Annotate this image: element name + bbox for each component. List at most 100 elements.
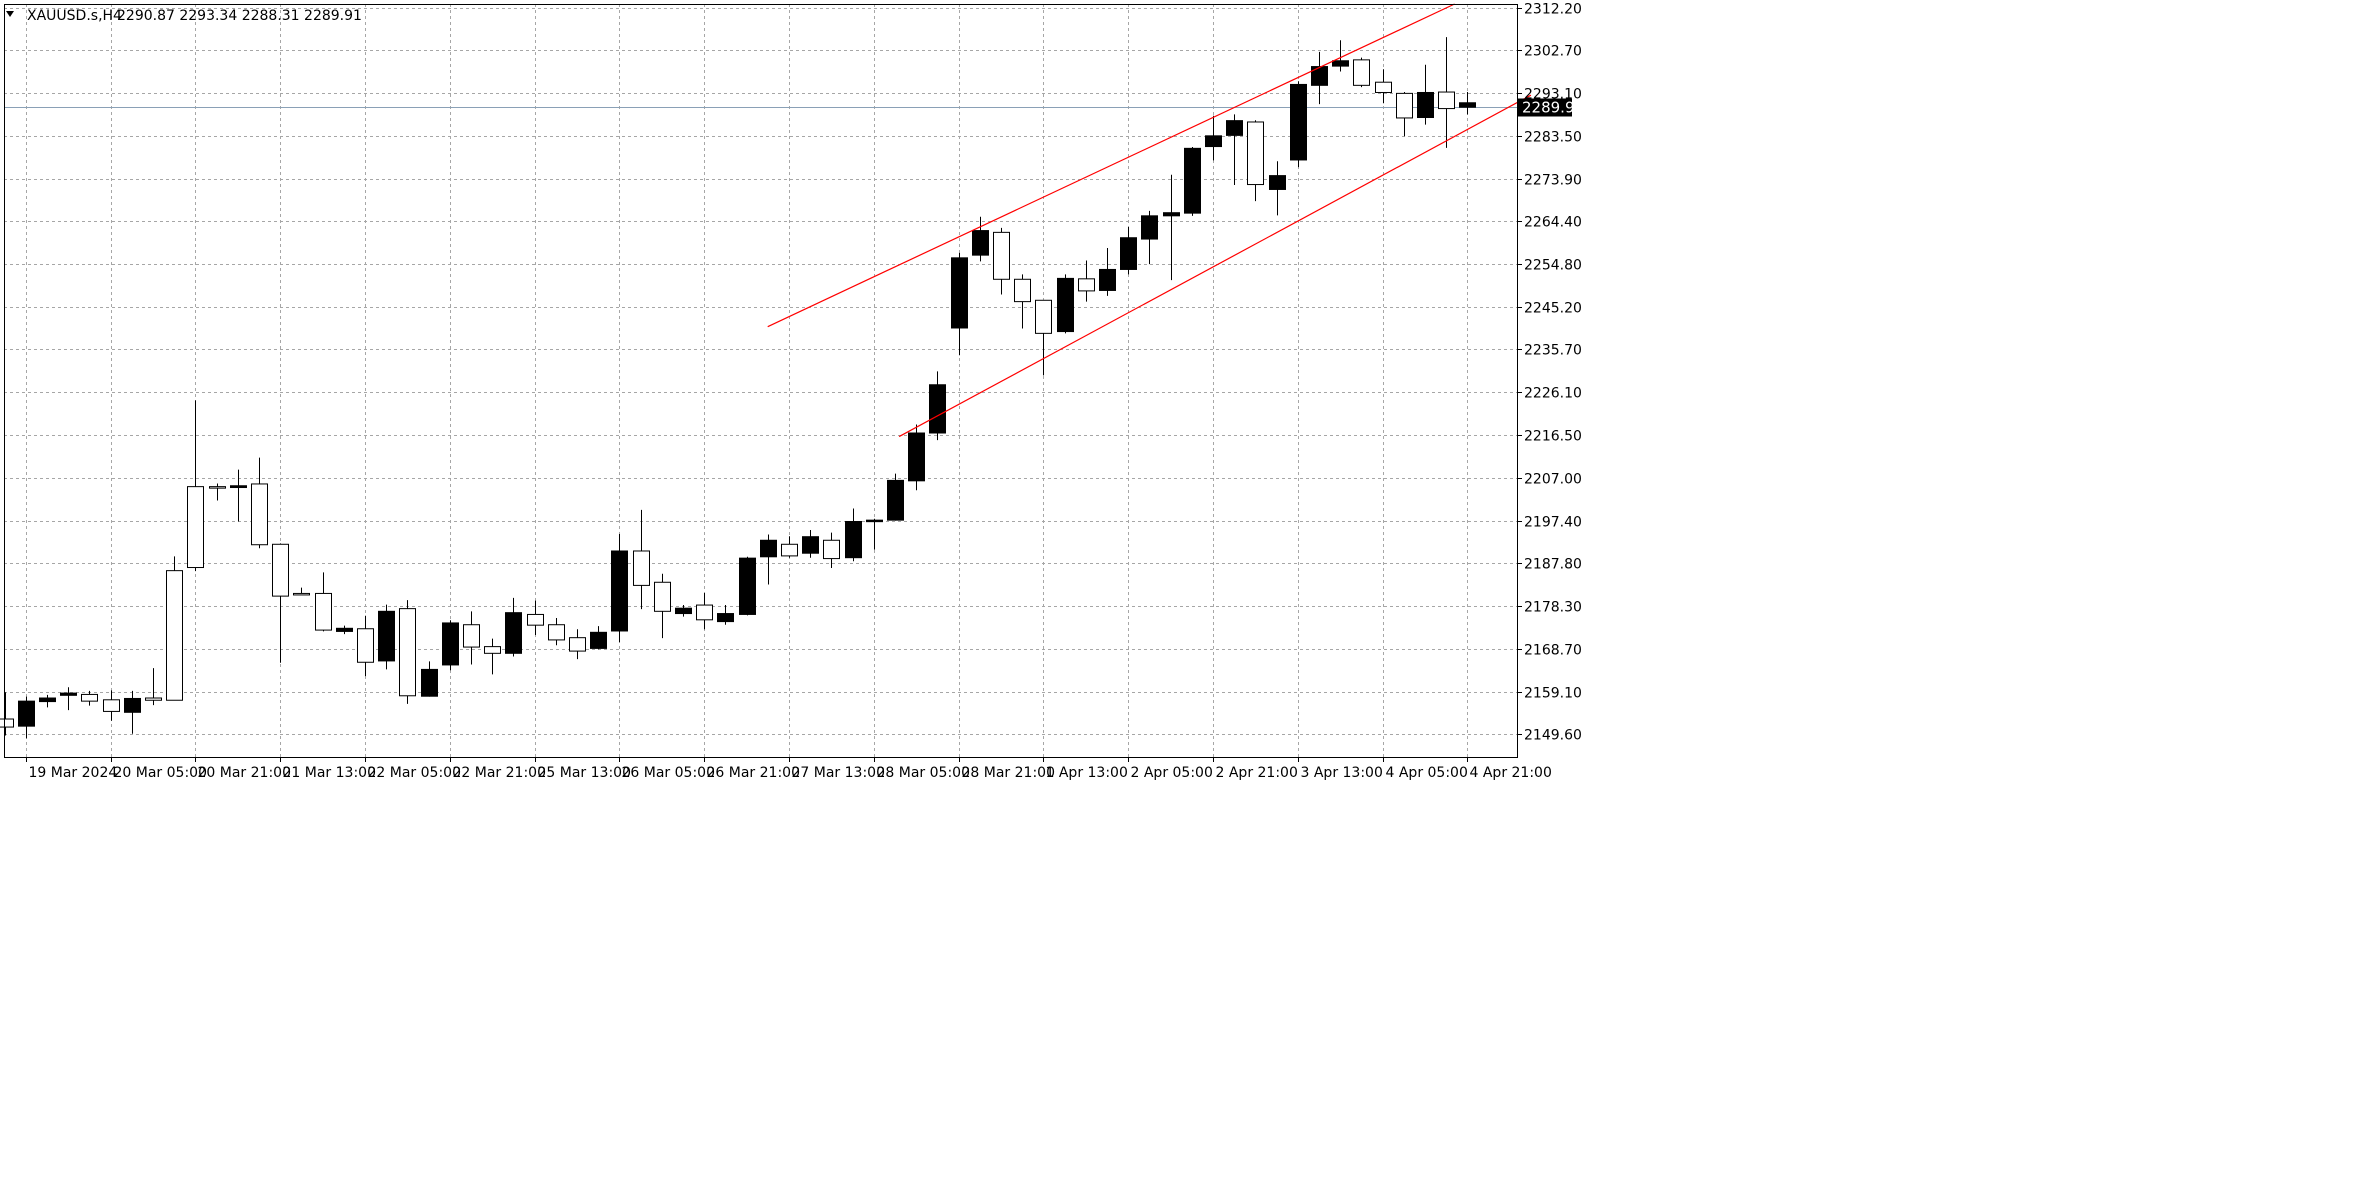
- candle-body-bull: [187, 486, 204, 569]
- candle-body-bull: [1078, 278, 1095, 292]
- candle-body-bull: [463, 624, 480, 648]
- candle: [1120, 226, 1137, 275]
- candle-body-bull: [484, 646, 501, 654]
- x-tick-label: 27 Mar 13:00: [792, 765, 885, 781]
- candle-body-bear: [1290, 83, 1307, 161]
- candle-body-bull: [0, 718, 14, 728]
- candle: [739, 556, 756, 616]
- x-tick-label: 1 Apr 13:00: [1046, 765, 1128, 781]
- candle: [866, 518, 883, 550]
- trendline[interactable]: [767, 3, 1455, 328]
- candle: [315, 572, 332, 632]
- y-tick-label: 2216.50: [1524, 429, 1582, 445]
- x-tick-label: 19 Mar 2024: [29, 765, 118, 781]
- candle-body-bear: [866, 519, 883, 523]
- candle-body-bull: [1035, 299, 1052, 334]
- y-tick-label: 2235.70: [1524, 343, 1582, 359]
- candle-body-bull: [209, 486, 226, 489]
- candle-body-bear: [760, 539, 777, 558]
- candle: [908, 424, 925, 491]
- candle: [590, 626, 607, 650]
- candle-body-bear: [717, 613, 734, 623]
- candle-body-bear: [802, 536, 819, 554]
- candle: [1184, 147, 1201, 216]
- x-tick-label: 4 Apr 21:00: [1470, 765, 1552, 781]
- trendline[interactable]: [898, 94, 1532, 438]
- candle: [654, 573, 671, 639]
- candle: [442, 620, 459, 671]
- candle-body-bull: [399, 608, 416, 697]
- candle-body-bear: [1184, 147, 1201, 214]
- candle: [781, 536, 798, 558]
- candle-body-bull: [633, 550, 650, 586]
- candle-body-bull: [315, 592, 332, 631]
- candle: [633, 509, 650, 610]
- price-axis[interactable]: 2312.202302.702293.102283.502273.902264.…: [1517, 2, 1582, 744]
- candle-body-bear: [1226, 120, 1243, 136]
- candle: [103, 690, 120, 721]
- candle: [887, 473, 904, 521]
- candle-body-bear: [590, 631, 607, 649]
- x-tick-label: 26 Mar 21:00: [707, 765, 800, 781]
- x-tick-label: 28 Mar 05:00: [877, 765, 970, 781]
- y-tick-label: 2245.20: [1524, 301, 1582, 317]
- candle-body-bull: [1375, 81, 1392, 93]
- candle-body-bull: [993, 231, 1010, 280]
- candle: [1099, 247, 1116, 296]
- y-tick-label: 2264.40: [1524, 215, 1582, 231]
- y-tick-label: 2149.60: [1524, 728, 1582, 744]
- candle-body-bull: [293, 592, 310, 596]
- y-tick-label: 2178.30: [1524, 600, 1582, 616]
- candle: [717, 605, 734, 625]
- candle: [1269, 161, 1286, 216]
- candle-body-bull: [823, 539, 840, 560]
- candle: [124, 690, 141, 734]
- candle: [39, 694, 56, 708]
- y-tick-label: 2302.70: [1524, 44, 1582, 60]
- candle-body-bear: [124, 697, 141, 713]
- candle-body-bear: [972, 230, 989, 256]
- candle: [378, 604, 395, 670]
- candle: [823, 532, 840, 568]
- candle-body-bear: [675, 607, 692, 615]
- candle: [1438, 37, 1455, 148]
- candle: [527, 600, 544, 636]
- candle-body-bull: [527, 613, 544, 626]
- candle: [802, 529, 819, 558]
- x-tick-label: 22 Mar 05:00: [368, 765, 461, 781]
- candle-body-bull: [1353, 59, 1370, 86]
- y-tick-label: 2312.20: [1524, 2, 1582, 18]
- candle: [505, 597, 522, 657]
- candle-body-bull: [166, 570, 183, 701]
- candle: [251, 457, 268, 549]
- symbol-info: XAUUSD.s,H4 2290.87 2293.34 2288.31 2289…: [6, 8, 362, 24]
- candle: [1332, 40, 1349, 72]
- candle: [951, 252, 968, 356]
- candle: [1163, 174, 1180, 281]
- candle: [484, 638, 501, 675]
- y-tick-label: 2197.40: [1524, 515, 1582, 531]
- candle: [993, 227, 1010, 295]
- ohlc-readout: 2290.87 2293.34 2288.31 2289.91: [117, 8, 362, 24]
- y-tick-label: 2226.10: [1524, 386, 1582, 402]
- candle-body-bull: [548, 624, 565, 641]
- candle: [548, 618, 565, 646]
- triangle-down-icon[interactable]: [6, 11, 14, 17]
- candle: [569, 629, 586, 660]
- symbol-label: XAUUSD.s,H4: [27, 8, 122, 24]
- candle-body-bear: [845, 520, 862, 559]
- candle: [1417, 64, 1434, 125]
- candle: [1035, 299, 1052, 376]
- candle: [675, 605, 692, 617]
- candle: [1014, 274, 1031, 329]
- candle: [145, 668, 162, 706]
- candle-body-bear: [1141, 215, 1158, 240]
- candle: [209, 483, 226, 501]
- candle-body-bear: [378, 610, 395, 662]
- trend-channel[interactable]: [767, 3, 1532, 438]
- candle: [1311, 51, 1328, 105]
- candle-body-bear: [887, 479, 904, 521]
- current-price-label: 2289.91: [1522, 99, 1584, 117]
